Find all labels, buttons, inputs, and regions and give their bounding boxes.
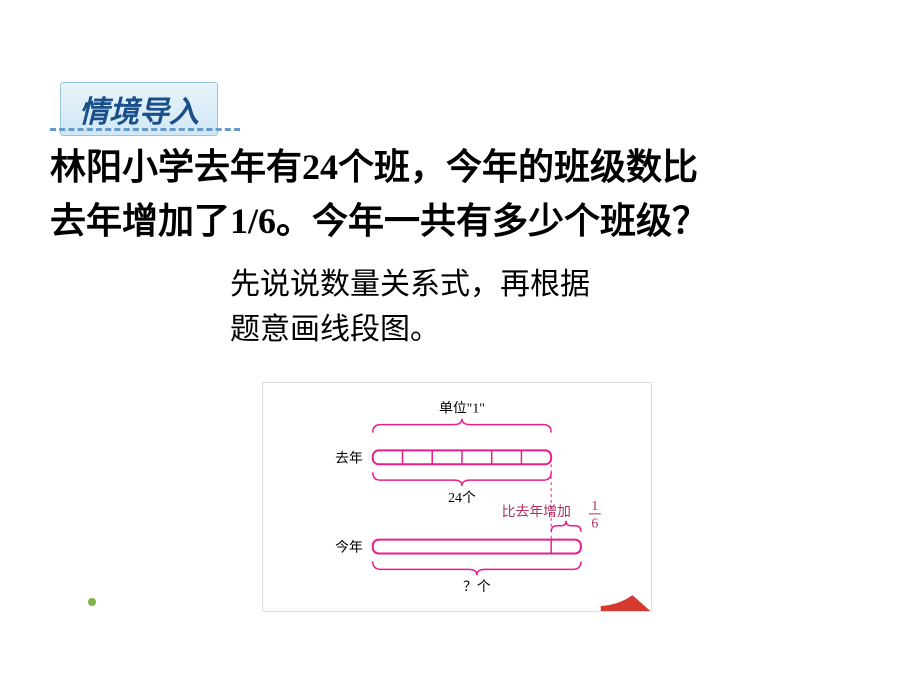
this-year-label: 今年	[335, 540, 363, 556]
fraction-num: 1	[591, 499, 598, 514]
this-year-bar	[373, 540, 581, 554]
last-year-label: 去年	[335, 450, 363, 466]
unit1-label: 单位"1"	[439, 401, 485, 417]
instruction-line1: 先说说数量关系式，再根据	[230, 268, 590, 301]
question-label: ？个	[463, 579, 491, 595]
count24-label: 24个	[448, 490, 476, 506]
bottom-brace-1	[373, 472, 551, 486]
instruction-line2: 题意画线段图。	[230, 313, 440, 346]
green-dot-icon	[88, 598, 96, 606]
increase-label: 比去年增加	[502, 504, 571, 520]
fraction-den: 6	[591, 517, 598, 532]
instruction-text: 先说说数量关系式，再根据 题意画线段图。	[230, 262, 750, 352]
section-title-text: 情境导入	[79, 96, 199, 129]
problem-line1: 林阳小学去年有24个班，今年的班级数比	[50, 147, 698, 187]
problem-line2: 去年增加了1/6。今年一共有多少个班级？	[50, 201, 708, 241]
small-brace	[551, 521, 581, 532]
bottom-brace-2	[373, 561, 581, 575]
problem-text: 林阳小学去年有24个班，今年的班级数比 去年增加了1/6。今年一共有多少个班级？	[50, 140, 870, 248]
red-corner	[601, 595, 651, 611]
line-segment-diagram: 单位"1" 去年 24个 今年 比去年增加 1 6 ？个	[262, 382, 652, 612]
title-underline	[50, 128, 240, 131]
top-brace	[373, 419, 551, 433]
